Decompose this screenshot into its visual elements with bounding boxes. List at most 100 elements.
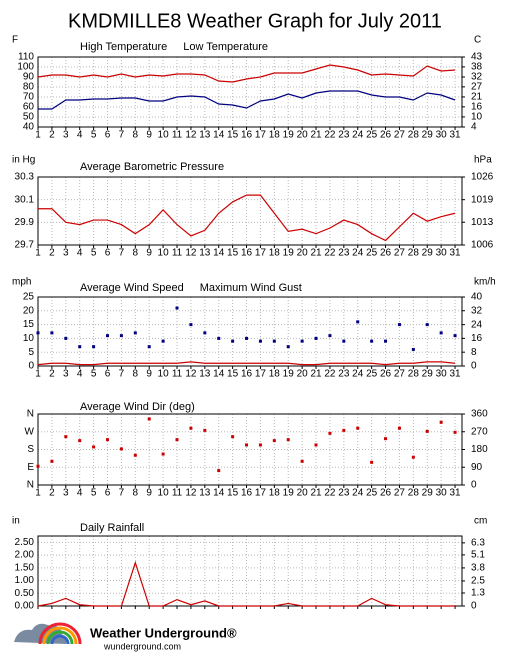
- x-tick-label: 12: [185, 488, 197, 499]
- x-tick-label: 26: [380, 248, 392, 259]
- legend-entry: Average Barometric Pressure: [80, 161, 224, 173]
- point: [231, 339, 235, 343]
- point: [106, 438, 110, 442]
- point: [78, 439, 82, 443]
- y2-axis-label: hPa: [474, 155, 492, 166]
- x-tick-label: 18: [269, 130, 281, 141]
- point: [133, 453, 137, 457]
- x-tick-label: 15: [227, 488, 239, 499]
- y-axis-label: F: [12, 35, 18, 46]
- y-axis-label: in Hg: [12, 155, 35, 166]
- x-tick-label: 29: [422, 488, 434, 499]
- x-tick-label: 6: [105, 130, 111, 141]
- x-tick-label: 7: [119, 130, 125, 141]
- x-tick-label: 29: [422, 369, 434, 380]
- y-tick-label: N: [27, 409, 34, 420]
- y2-tick-label: 90: [471, 462, 483, 473]
- y2-tick-label: 6.3: [471, 538, 485, 549]
- point: [175, 438, 179, 442]
- x-tick-label: 30: [436, 488, 448, 499]
- point: [356, 426, 360, 430]
- x-tick-label: 23: [338, 130, 350, 141]
- x-tick-label: 4: [77, 369, 83, 380]
- y-tick-label: 25: [23, 292, 35, 303]
- x-tick-label: 20: [297, 369, 309, 380]
- point: [384, 437, 388, 441]
- point: [245, 336, 249, 340]
- x-tick-label: 7: [119, 369, 125, 380]
- x-tick-label: 28: [408, 488, 420, 499]
- x-tick-label: 27: [394, 369, 406, 380]
- y-tick-label: 1.00: [15, 575, 35, 586]
- x-tick-label: 10: [158, 488, 170, 499]
- x-tick-label: 8: [133, 248, 139, 259]
- y-axis-label: in: [12, 516, 20, 527]
- point: [286, 438, 290, 442]
- x-tick-label: 1: [35, 130, 41, 141]
- y2-tick-label: 0: [471, 601, 477, 612]
- x-tick-label: 5: [91, 248, 97, 259]
- plot-frame: [37, 535, 463, 607]
- point: [36, 331, 40, 335]
- x-tick-label: 30: [436, 130, 448, 141]
- x-tick-label: 25: [366, 369, 378, 380]
- point: [217, 336, 221, 340]
- series-line: [38, 194, 456, 242]
- y-tick-label: 70: [23, 92, 35, 103]
- point: [147, 417, 151, 421]
- x-tick-label: 28: [408, 248, 420, 259]
- x-tick-label: 17: [255, 130, 267, 141]
- y2-tick-label: 180: [471, 444, 488, 455]
- point: [106, 334, 110, 338]
- x-tick-label: 28: [408, 130, 420, 141]
- x-tick-label: 22: [324, 248, 336, 259]
- y2-tick-label: 3.8: [471, 563, 485, 574]
- y2-tick-label: 10: [471, 112, 483, 123]
- series-line: [37, 560, 456, 607]
- x-tick-label: 3: [63, 248, 69, 259]
- x-tick-label: 11: [172, 248, 183, 259]
- x-tick-label: 16: [241, 248, 253, 259]
- y2-tick-label: 0: [471, 480, 477, 491]
- legend-entry: Daily Rainfall: [80, 522, 144, 534]
- point: [189, 323, 193, 327]
- x-tick-label: 20: [297, 248, 309, 259]
- x-tick-label: 13: [199, 248, 211, 259]
- x-tick-label: 24: [352, 248, 364, 259]
- x-tick-label: 14: [213, 130, 225, 141]
- legend-entry: Maximum Wind Gust: [200, 282, 302, 294]
- x-tick-label: 7: [119, 248, 125, 259]
- point: [356, 320, 360, 324]
- point: [217, 469, 221, 473]
- x-tick-label: 22: [324, 130, 336, 141]
- x-tick-label: 19: [283, 369, 295, 380]
- x-tick-label: 5: [91, 369, 97, 380]
- x-tick-label: 1: [35, 248, 41, 259]
- point: [119, 447, 123, 451]
- y2-tick-label: 1006: [471, 240, 494, 251]
- x-tick-label: 29: [422, 130, 434, 141]
- point: [397, 323, 401, 327]
- y2-tick-label: 32: [471, 72, 483, 83]
- y2-tick-label: 2.5: [471, 576, 485, 587]
- x-tick-label: 2: [49, 369, 55, 380]
- legend-entry: Average Wind Dir (deg): [80, 401, 195, 413]
- point: [314, 443, 318, 447]
- point: [453, 334, 457, 338]
- point: [342, 428, 346, 432]
- x-tick-label: 17: [255, 248, 267, 259]
- x-tick-label: 15: [227, 248, 239, 259]
- point: [50, 331, 54, 335]
- y-tick-label: S: [27, 444, 34, 455]
- x-tick-label: 10: [158, 248, 170, 259]
- x-tick-label: 16: [241, 369, 253, 380]
- x-tick-label: 3: [63, 488, 69, 499]
- y2-tick-label: 0: [471, 361, 477, 372]
- x-tick-label: 15: [227, 369, 239, 380]
- point: [328, 431, 332, 435]
- point: [286, 345, 290, 349]
- x-tick-label: 3: [63, 369, 69, 380]
- point: [258, 443, 262, 447]
